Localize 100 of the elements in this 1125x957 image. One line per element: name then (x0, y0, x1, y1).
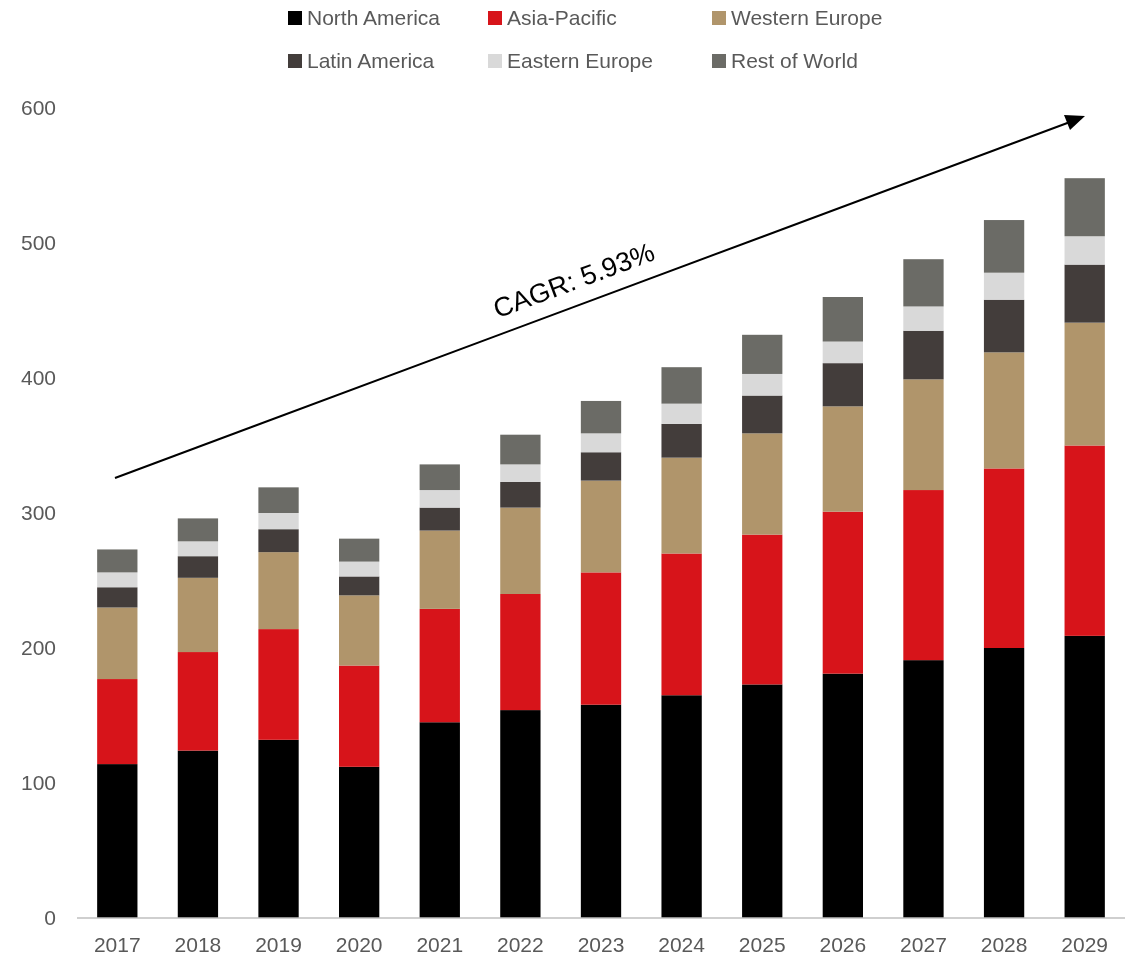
bar (177, 556, 219, 578)
bar (500, 710, 541, 918)
bar (258, 552, 299, 630)
bar (1064, 445, 1105, 636)
bar (580, 480, 622, 573)
bar (903, 379, 944, 491)
x-tick-label: 2026 (819, 933, 867, 957)
bar (258, 513, 299, 530)
bar (97, 607, 138, 680)
bar (258, 487, 299, 513)
legend-label: North America (307, 6, 441, 30)
x-tick-label: 2023 (577, 933, 625, 957)
bar (903, 660, 944, 918)
x-tick-label: 2025 (738, 933, 786, 957)
bar (983, 299, 1025, 353)
bar (903, 490, 944, 661)
bar (258, 529, 299, 553)
bar (661, 695, 702, 918)
bar (822, 406, 863, 512)
legend-label: Rest of World (731, 49, 858, 73)
bar (1064, 178, 1105, 237)
x-tick-label: 2018 (174, 933, 222, 957)
bar (339, 576, 380, 596)
bar (580, 433, 622, 453)
bar (661, 367, 702, 404)
x-tick-label: 2028 (980, 933, 1028, 957)
bar (500, 594, 541, 711)
bar (661, 553, 702, 696)
y-tick-label: 100 (20, 771, 56, 795)
bar (983, 468, 1025, 648)
bar (97, 764, 138, 918)
bar (580, 704, 622, 918)
x-tick-label: 2019 (255, 933, 302, 957)
legend-label: Eastern Europe (507, 49, 653, 73)
legend-label: Asia-Pacific (507, 6, 617, 30)
bar (419, 530, 460, 609)
bar (97, 549, 138, 573)
bar (1064, 635, 1105, 918)
x-tick-label: 2027 (900, 933, 947, 957)
bar (822, 673, 863, 918)
bar (903, 306, 944, 331)
y-tick-label: 600 (20, 96, 56, 120)
bar (419, 490, 460, 508)
bar (500, 464, 541, 482)
bar (177, 541, 219, 557)
bar (580, 400, 622, 434)
bar (822, 297, 863, 342)
bar (903, 259, 944, 307)
x-tick-label: 2021 (416, 933, 464, 957)
bar (1064, 236, 1105, 265)
x-tick-label: 2017 (93, 933, 141, 957)
bar (983, 648, 1025, 918)
bar (580, 452, 622, 481)
bar (97, 679, 138, 765)
bar (177, 652, 219, 751)
bar (177, 750, 219, 918)
bar (742, 395, 783, 434)
bar (419, 507, 460, 531)
bar (339, 595, 380, 666)
y-tick-label: 200 (20, 636, 56, 660)
bar (580, 572, 622, 705)
legend-label: Western Europe (731, 6, 883, 30)
bar (661, 457, 702, 554)
bar (822, 363, 863, 407)
bar (822, 511, 863, 674)
bar (500, 434, 541, 465)
bar (983, 272, 1025, 300)
bar (661, 423, 702, 458)
bar (742, 684, 783, 918)
y-tick-label: 400 (20, 366, 56, 390)
bar (742, 433, 783, 535)
x-tick-label: 2024 (658, 933, 706, 957)
bar (1064, 264, 1105, 323)
bar (983, 220, 1025, 273)
y-tick-label: 300 (20, 501, 56, 525)
bar (903, 330, 944, 380)
bar (822, 341, 863, 364)
bar (339, 766, 380, 918)
legend-label: Latin America (307, 49, 435, 73)
bar (177, 518, 219, 542)
bar (339, 538, 380, 562)
bar (419, 608, 460, 723)
bar (258, 739, 299, 918)
bar (97, 587, 138, 608)
bar (500, 481, 541, 508)
x-tick-label: 2020 (335, 933, 383, 957)
bar (258, 629, 299, 740)
bar (1064, 322, 1105, 446)
bar (177, 577, 219, 653)
bar (339, 665, 380, 767)
annotation: CAGR: 5.93% (489, 236, 659, 325)
bar (419, 464, 460, 491)
bar (661, 403, 702, 424)
bar (983, 352, 1025, 469)
x-tick-label: 2029 (1061, 933, 1109, 957)
bar (339, 561, 380, 577)
bar (742, 534, 783, 685)
bar (419, 722, 460, 918)
x-tick-label: 2022 (497, 933, 544, 957)
bar (97, 572, 138, 588)
